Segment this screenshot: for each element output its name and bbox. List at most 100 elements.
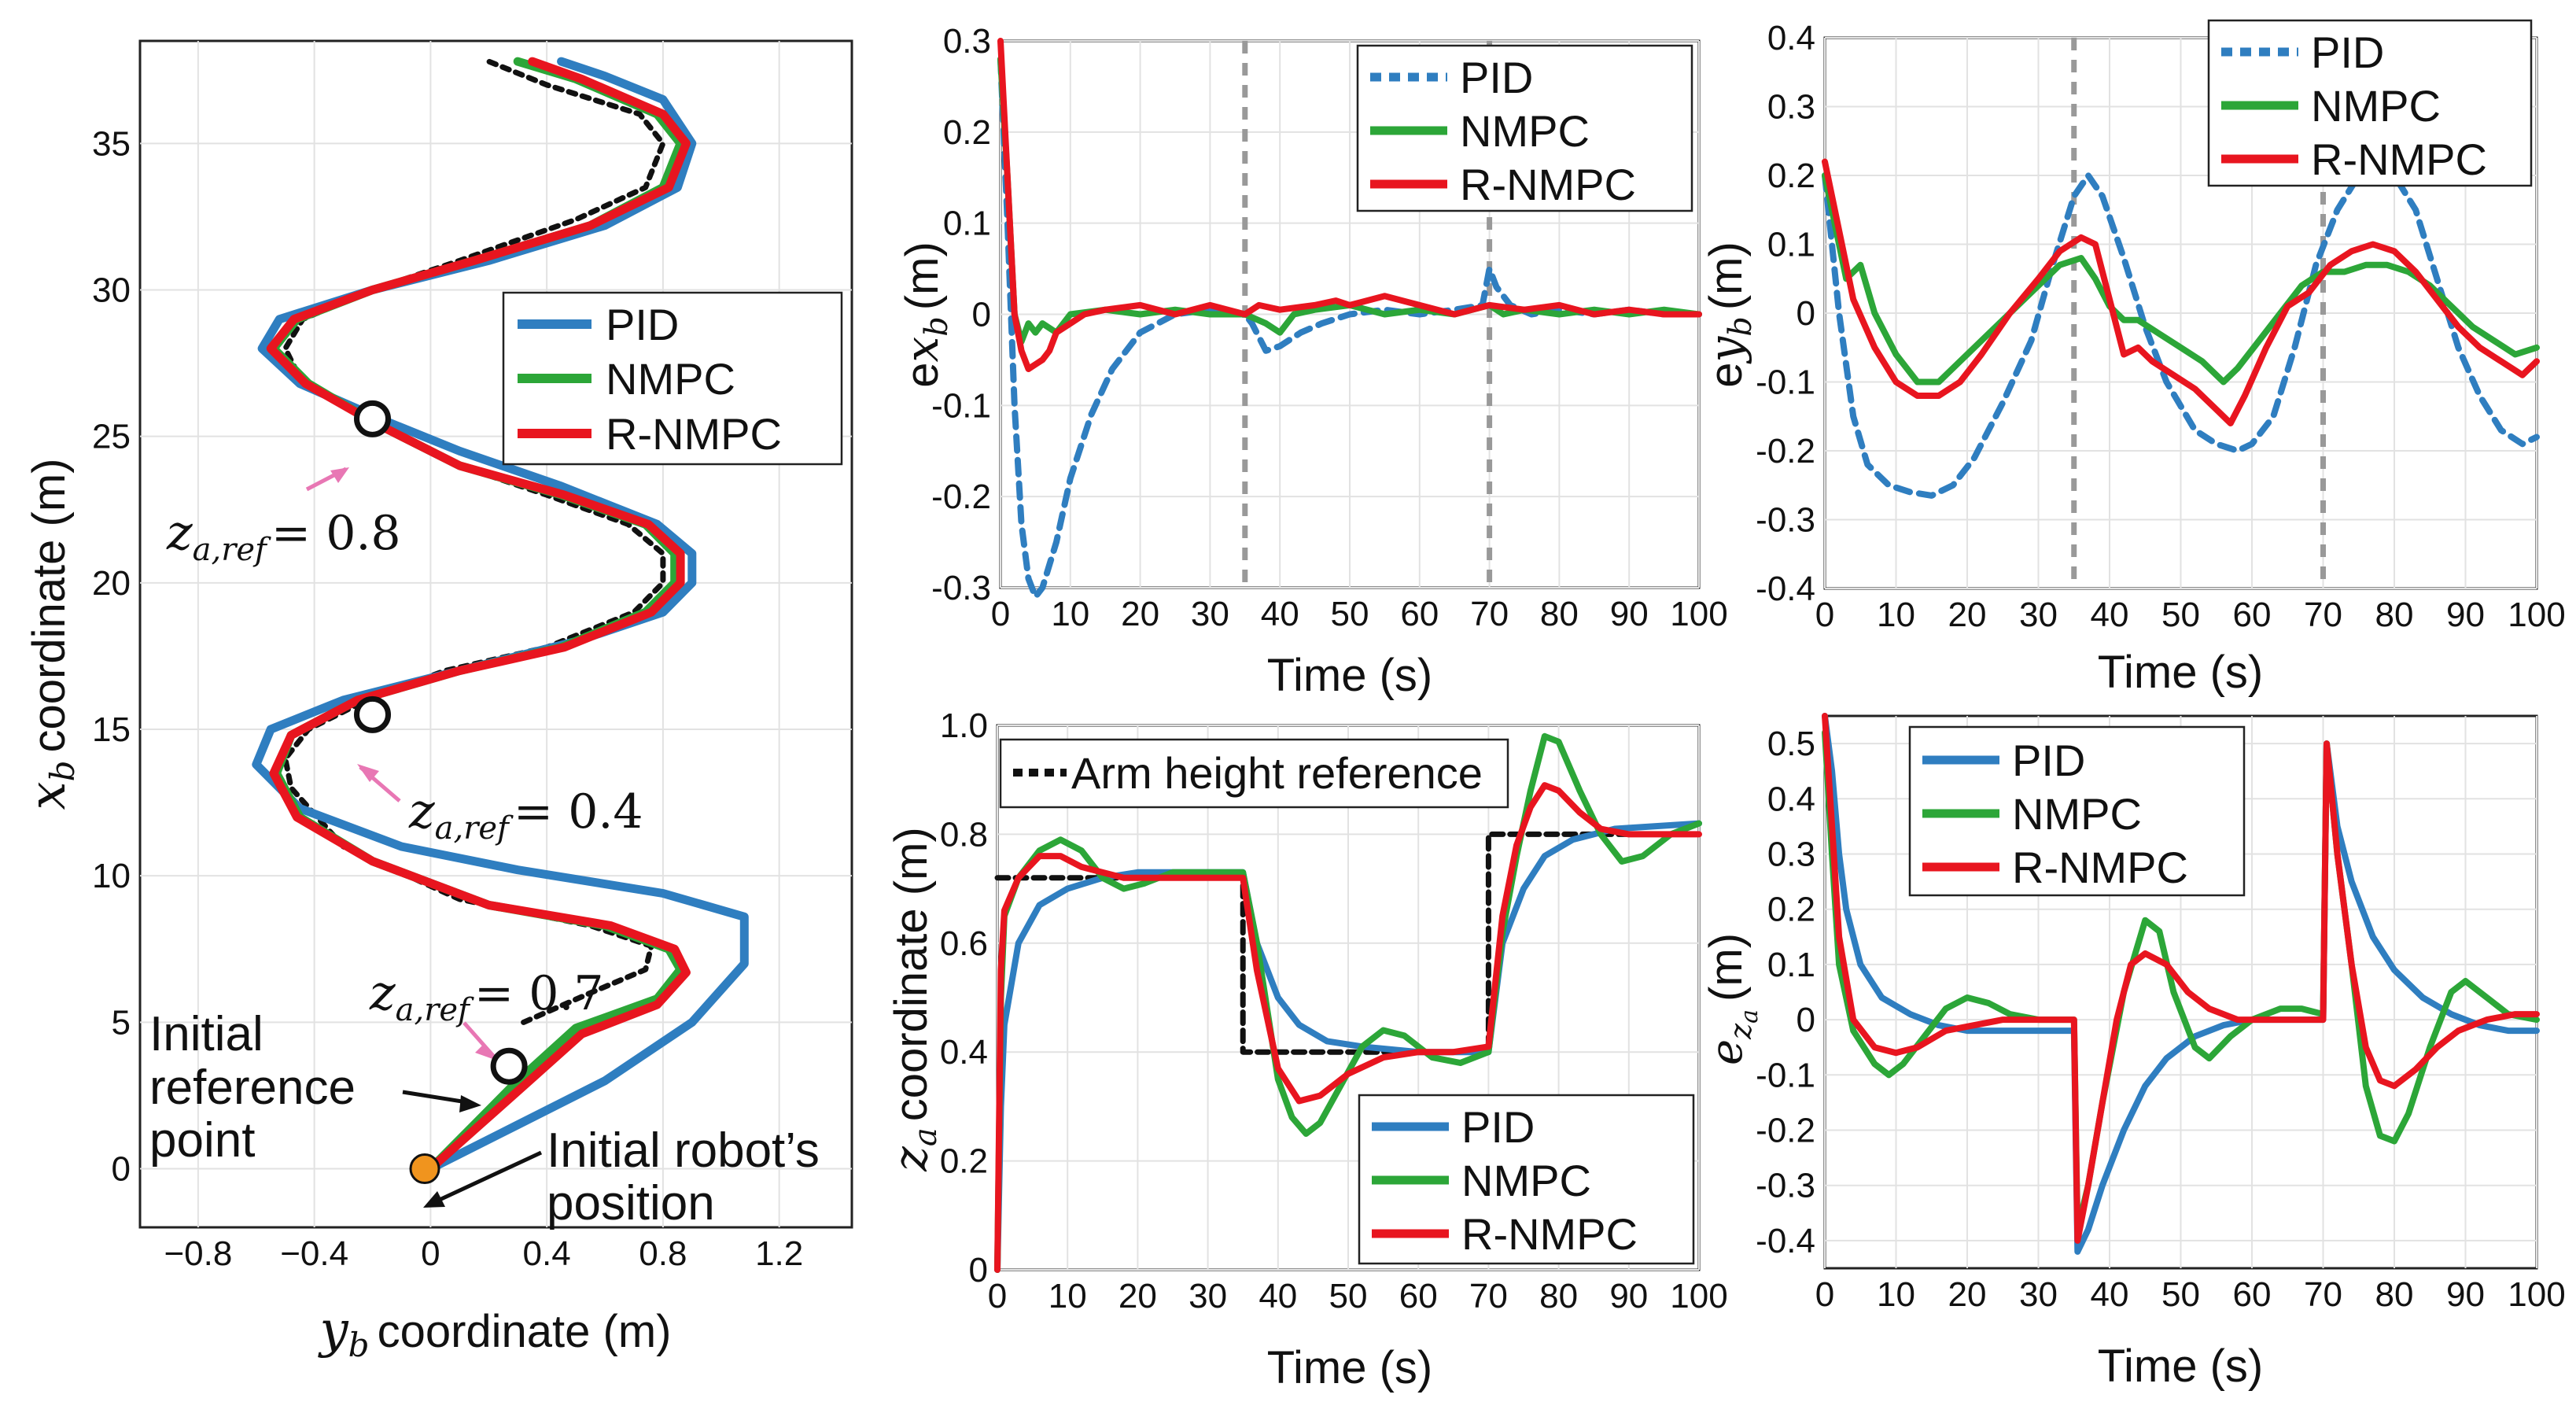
eza-series	[1822, 713, 2540, 1255]
exb-xtick-label: 80	[1540, 595, 1579, 633]
eza-xtick-label: 100	[2508, 1275, 2565, 1314]
eyb-ytick-label: 0	[1797, 294, 1815, 333]
za-series	[994, 732, 1702, 1273]
exb-ytick-label: -0.1	[931, 386, 991, 425]
eyb-y-axis-label: eyb(m)	[1699, 242, 1759, 388]
eyb-series-nmpc	[1822, 172, 2540, 386]
eza-xtick-label: 40	[2091, 1275, 2129, 1314]
eza-ytick-label: -0.1	[1756, 1056, 1815, 1094]
eza-ytick-label: 0.1	[1767, 946, 1815, 984]
za-xtick-label: 40	[1259, 1277, 1297, 1315]
eyb-legend-label-rnmpc: R-NMPC	[2311, 135, 2487, 184]
arrow-initial-reference-head	[459, 1095, 481, 1112]
za-series-pid	[994, 820, 1702, 1273]
eza-legend-label-rnmpc: R-NMPC	[2012, 843, 2188, 892]
za-legend-label-nmpc: NMPC	[1461, 1156, 1591, 1205]
eza-tick-labels: 0 10 20 30 40 50 60 70 80 90 100 -0.4 -0.3 -0.2 -0.1 0 0…	[1756, 725, 2566, 1314]
annotation-initial-robot-position: Initial robot’s position	[547, 1123, 833, 1230]
trajectory-legend: PID NMPC R-NMPC	[502, 291, 843, 466]
trajectory-series	[252, 57, 749, 1173]
za-ytick-label: 0.2	[940, 1142, 988, 1181]
eyb-tick-labels: 0 10 20 30 40 50 60 70 80 90 100 -0.4 -0.3 -0.2 -0.1 0 0…	[1756, 19, 2566, 634]
trajectory-grid	[140, 41, 852, 1227]
traj-xtick-label: 0.4	[523, 1234, 571, 1273]
annotation-zref-07: za,ref = 0.7	[369, 964, 604, 1028]
za-ytick-label: 0.4	[940, 1033, 988, 1072]
traj-xtick-label: −0.4	[280, 1234, 348, 1273]
arrow-initial-robot	[429, 1150, 543, 1206]
eza-xtick-label: 50	[2161, 1275, 2200, 1314]
eyb-xtick-label: 30	[2019, 596, 2058, 634]
za-xtick-label: 0	[988, 1277, 1007, 1315]
za-y-axis-label: zacoordinate (m)	[883, 827, 944, 1171]
exb-tick-labels: 0 10 20 30 40 50 60 70 80 90 100 -0.3 -0.2 -0.1 0 0.1 0.…	[931, 22, 1728, 633]
traj-series-reference	[282, 58, 666, 1025]
exb-xtick-label: 50	[1331, 595, 1369, 633]
eyb-x-axis-label: Time (s)	[2098, 647, 2263, 698]
za-xtick-label: 60	[1399, 1277, 1438, 1315]
za-legend-label-pid: PID	[1461, 1102, 1535, 1152]
eyb-ytick-label: -0.3	[1756, 501, 1815, 540]
za-xtick-label: 100	[1670, 1277, 1727, 1315]
eyb-series-rnmpc	[1822, 158, 2540, 426]
traj-xtick-label: −0.8	[164, 1234, 232, 1273]
trajectory-plot-frame	[138, 39, 853, 1229]
eyb-xtick-label: 40	[2091, 596, 2129, 634]
za-xtick-label: 80	[1539, 1277, 1578, 1315]
eza-xtick-label: 90	[2446, 1275, 2485, 1314]
eyb-legend-label-nmpc: NMPC	[2311, 81, 2441, 131]
trajectory-chart: −0.8 −0.4 0 0.4 0.8 1.2 0 5 10 15 20 25 30 35 yb coord…	[19, 39, 853, 1364]
traj-ytick-label: 10	[92, 857, 131, 895]
eyb-xtick-label: 70	[2304, 596, 2342, 634]
annotation-arrows	[305, 467, 543, 1208]
exb-xtick-label: 10	[1051, 595, 1089, 633]
exb-ytick-label: 0.3	[943, 22, 991, 61]
traj-ytick-label: 0	[112, 1150, 131, 1189]
exb-ytick-label: 0	[972, 296, 991, 334]
traj-ytick-label: 20	[92, 564, 131, 603]
traj-xtick-label: 0	[421, 1234, 440, 1273]
eza-legend: PID NMPC R-NMPC	[1908, 725, 2246, 897]
exb-xtick-label: 70	[1470, 595, 1509, 633]
exb-xtick-label: 60	[1400, 595, 1439, 633]
exb-ytick-label: -0.2	[931, 478, 991, 516]
eyb-error-chart: 0 10 20 30 40 50 60 70 80 90 100 -0.4 -0.3 -0.2 -0.1 0 0…	[1699, 19, 2566, 698]
eza-series-rnmpc	[1822, 713, 2540, 1244]
annotation-zref-04: za,ref = 0.4	[408, 782, 643, 847]
exb-xtick-label: 0	[991, 595, 1010, 633]
eza-xtick-label: 20	[1948, 1275, 1987, 1314]
legend-label-nmpc: NMPC	[606, 354, 735, 404]
arrow-zref-08-head	[330, 467, 349, 483]
eza-series-pid	[1822, 713, 2540, 1255]
za-xtick-label: 10	[1048, 1277, 1087, 1315]
eyb-legend: PID NMPC R-NMPC	[2207, 19, 2533, 187]
exb-legend-label-nmpc: NMPC	[1460, 106, 1590, 156]
za-series-rnmpc	[994, 782, 1702, 1273]
eyb-xtick-label: 60	[2233, 596, 2272, 634]
eyb-xtick-label: 0	[1815, 596, 1834, 634]
za-coordinate-chart: 0 10 20 30 40 50 60 70 80 90 100 0 0.2 0.4 0.6 0.8 1.0 T…	[883, 706, 1728, 1393]
eza-xtick-label: 70	[2304, 1275, 2342, 1314]
eza-ytick-label: -0.2	[1756, 1112, 1815, 1150]
annotation-zref-08: za,ref = 0.8	[166, 504, 401, 568]
eza-ytick-label: 0.2	[1767, 891, 1815, 929]
exb-ytick-label: 0.2	[943, 113, 991, 152]
za-ytick-label: 0.6	[940, 924, 988, 963]
traj-ytick-label: 5	[112, 1003, 131, 1042]
eyb-ytick-label: 0.2	[1767, 157, 1815, 195]
za-legend: PID NMPC R-NMPC	[1358, 1094, 1695, 1265]
eyb-series	[1822, 158, 2540, 499]
trajectory-y-axis-label: xbcoordinate (m)	[19, 459, 82, 810]
eza-ytick-label: 0.5	[1767, 725, 1815, 763]
traj-ytick-label: 15	[92, 710, 131, 749]
traj-xtick-label: 1.2	[755, 1234, 803, 1273]
eyb-ytick-label: 0.4	[1767, 19, 1815, 57]
arrow-zref-04-head	[357, 764, 379, 782]
za-x-axis-label: Time (s)	[1267, 1342, 1432, 1393]
exb-ytick-label: 0.1	[943, 205, 991, 243]
marker-initial-robot-position	[409, 1153, 440, 1185]
eza-xtick-label: 60	[2233, 1275, 2272, 1314]
legend-label-rnmpc: R-NMPC	[606, 409, 782, 459]
eyb-ytick-label: 0.3	[1767, 88, 1815, 127]
trajectory-markers	[354, 400, 528, 1185]
